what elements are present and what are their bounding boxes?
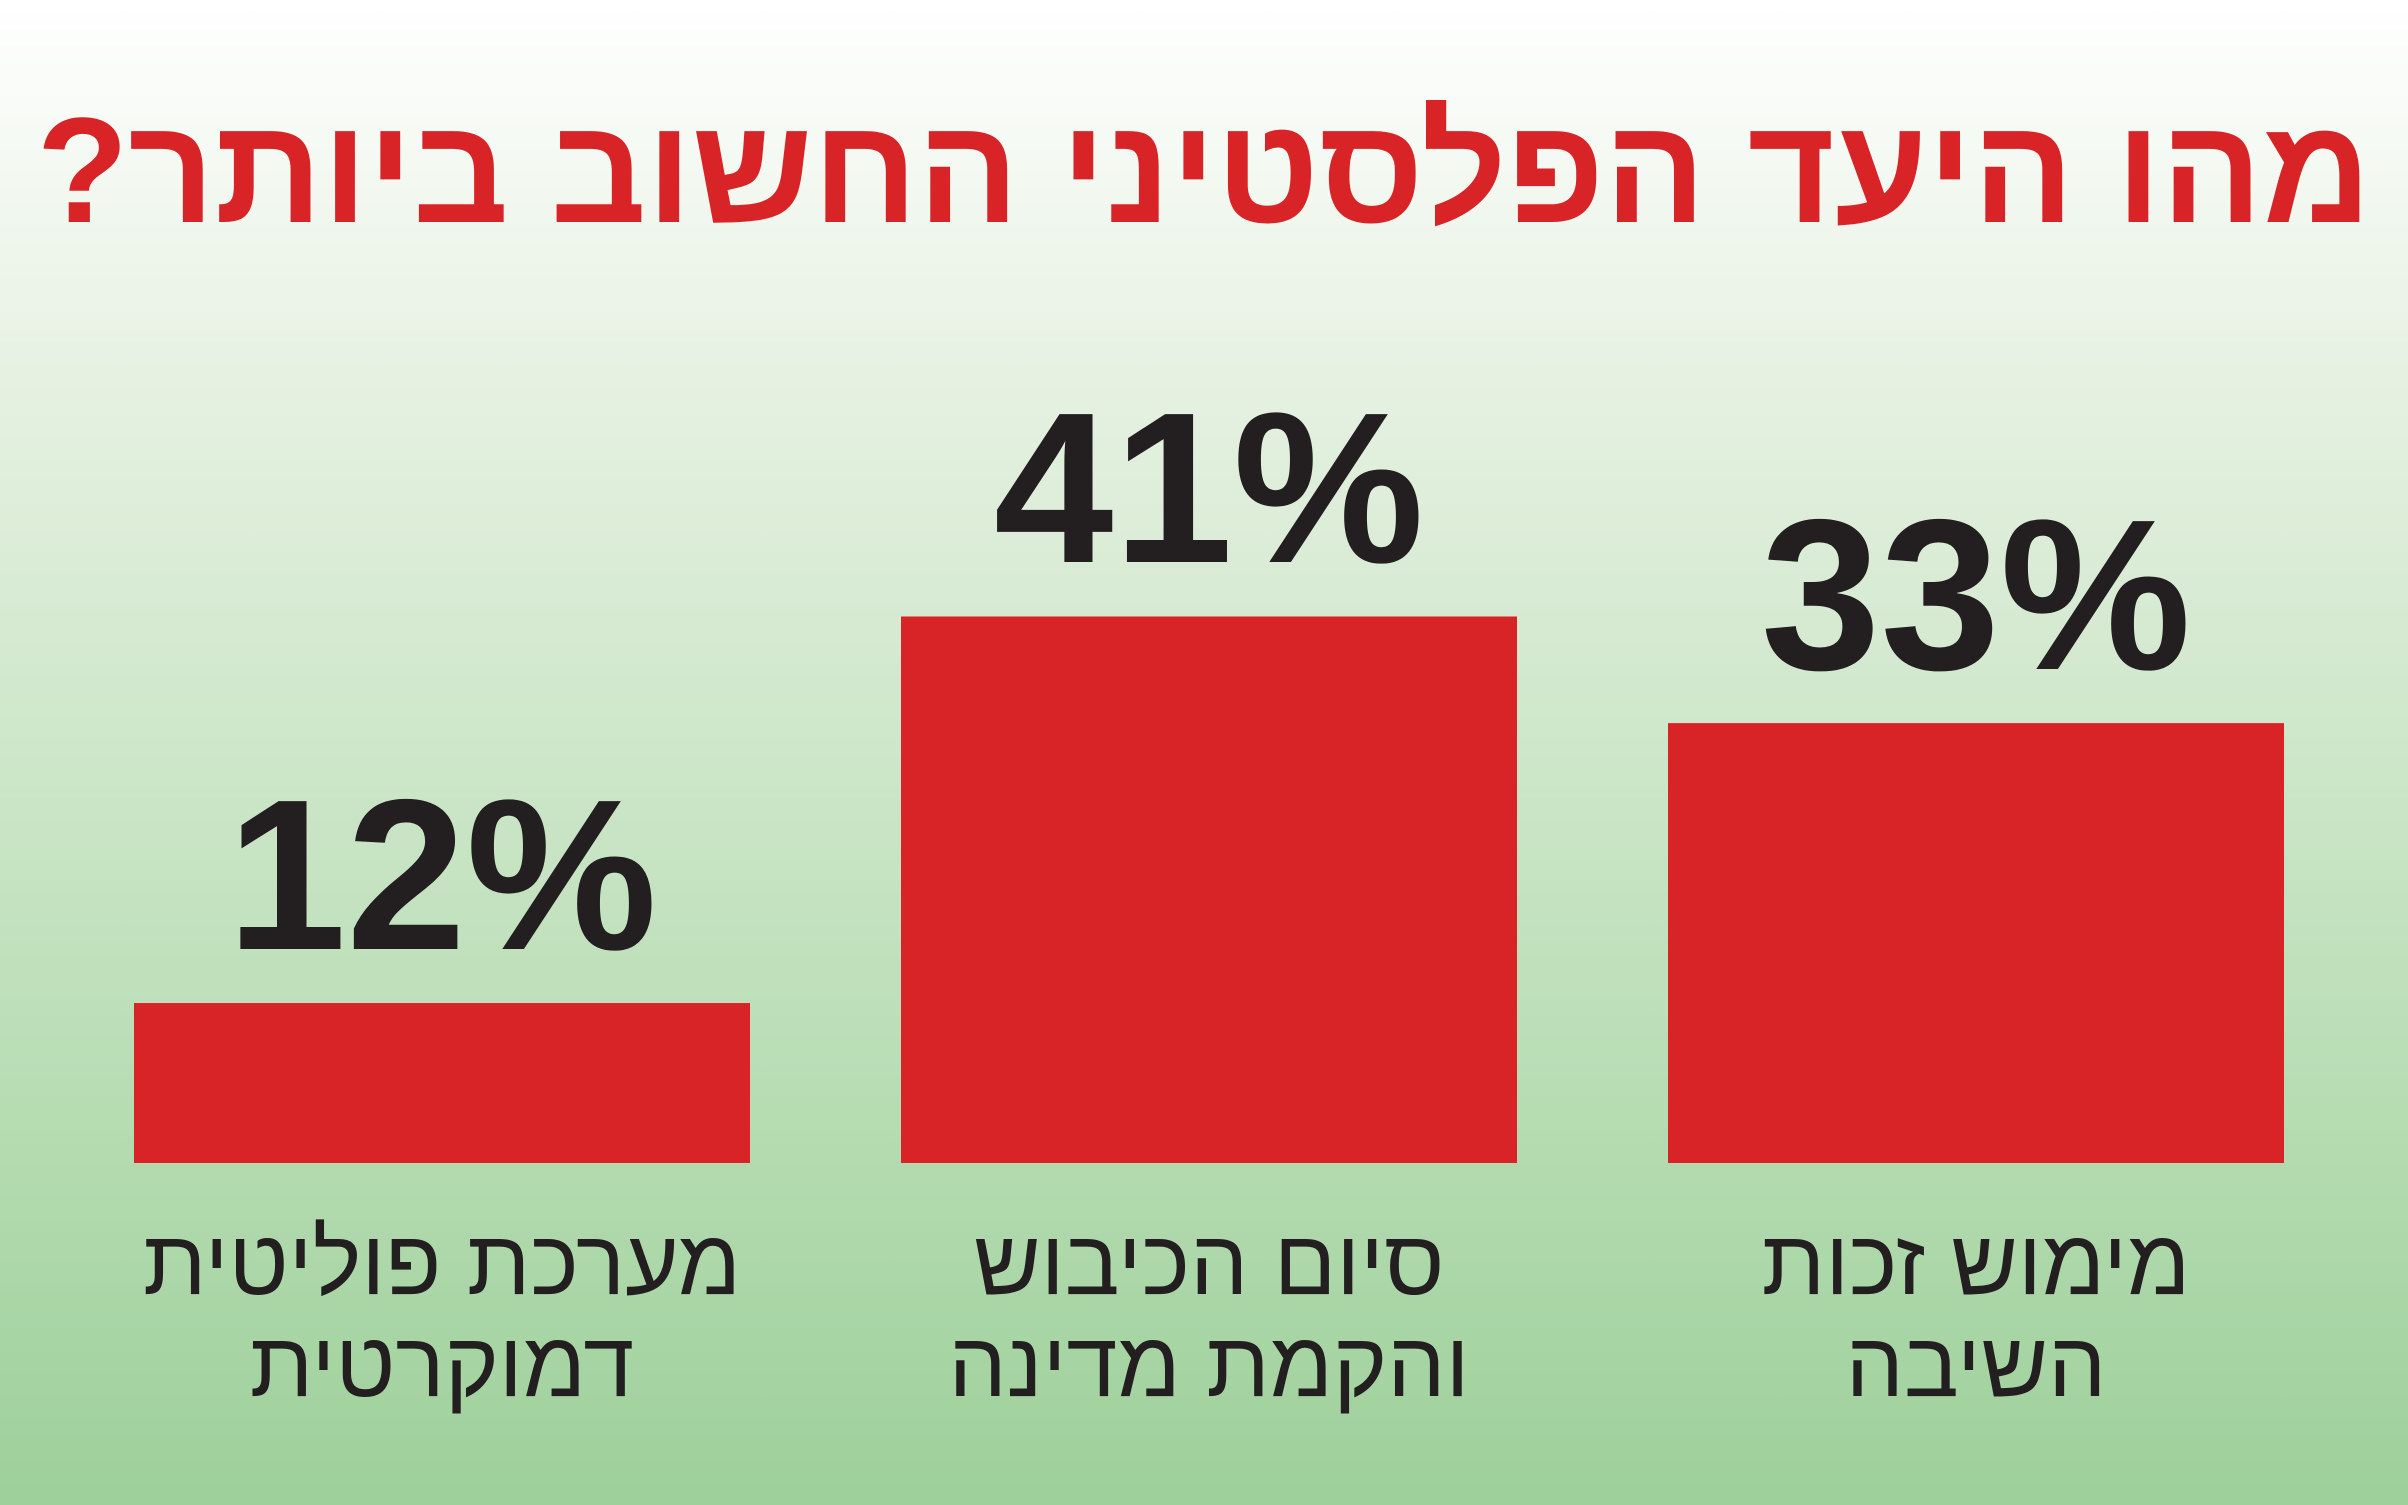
bar (1668, 723, 2284, 1163)
x-tick-label: מערכת פוליטית דמוקרטית (143, 1212, 741, 1416)
x-tick-label: מימוש זכות השיבה (1761, 1212, 2191, 1416)
value-label: 41% (993, 367, 1425, 609)
chart-title: מהו היעד הפלסטיני החשוב ביותר? (36, 86, 2372, 254)
bar (134, 1003, 750, 1163)
value-label: 33% (1760, 474, 2192, 716)
value-label: 12% (226, 754, 658, 996)
x-tick-label: סיום הכיבוש והקמת מדינה (948, 1212, 1470, 1416)
bar (901, 616, 1517, 1163)
